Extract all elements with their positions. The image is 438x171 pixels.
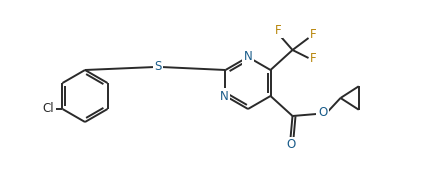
Text: N: N bbox=[220, 89, 229, 102]
Text: Cl: Cl bbox=[42, 102, 54, 115]
Text: F: F bbox=[310, 52, 317, 65]
Text: N: N bbox=[244, 50, 252, 63]
Text: F: F bbox=[310, 29, 317, 42]
Text: F: F bbox=[275, 23, 282, 36]
Text: O: O bbox=[318, 107, 327, 120]
Text: O: O bbox=[286, 139, 295, 152]
Text: S: S bbox=[154, 61, 162, 74]
